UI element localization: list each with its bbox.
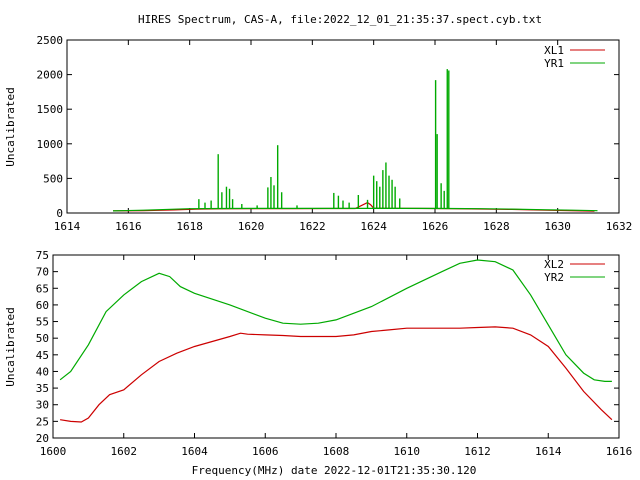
- bottom-y-tick-label: 60: [36, 299, 49, 312]
- bottom-y-tick-label: 40: [36, 365, 49, 378]
- top-y-axis-label: Uncalibrated: [4, 87, 17, 166]
- bottom-y-ticks: 20 25 30 35 40 45 50 55 60 65 70 75: [36, 249, 619, 445]
- bottom-x-ticks: 1600 1602 1604 1606 1608 1610 1612 1614 1616: [40, 255, 633, 458]
- top-plot: HIRES Spectrum, CAS-A, file:2022_12_01_2…: [4, 13, 632, 233]
- legend-label-yr2: YR2: [544, 271, 564, 284]
- bottom-plot-frame: [52, 254, 620, 439]
- top-x-tick-label: 1614: [54, 220, 81, 233]
- top-series-group: [112, 69, 598, 212]
- bottom-x-tick-label: 1600: [40, 445, 67, 458]
- bottom-y-tick-label: 75: [36, 249, 49, 262]
- top-y-tick-label: 2500: [37, 34, 64, 47]
- top-plot-frame: [66, 39, 620, 214]
- legend-label-xl1: XL1: [544, 44, 564, 57]
- series-line-xl2: [60, 326, 613, 423]
- bottom-plot: 1600 1602 1604 1606 1608 1610 1612 1614 1616 202…: [4, 249, 632, 477]
- top-x-tick-label: 1624: [360, 220, 387, 233]
- top-plot-title: HIRES Spectrum, CAS-A, file:2022_12_01_2…: [138, 13, 542, 26]
- bottom-y-tick-label: 55: [36, 316, 49, 329]
- bottom-x-axis-label: Frequency(MHz) date 2022-12-01T21:35:30.…: [192, 464, 477, 477]
- top-x-tick-label: 1622: [299, 220, 326, 233]
- top-legend: XL1 YR1: [544, 44, 605, 70]
- bottom-y-tick-label: 20: [36, 432, 49, 445]
- bottom-x-tick-label: 1602: [111, 445, 138, 458]
- bottom-x-tick-label: 1606: [252, 445, 279, 458]
- top-x-tick-label: 1620: [238, 220, 265, 233]
- bottom-x-tick-label: 1608: [323, 445, 350, 458]
- bottom-x-tick-label: 1604: [181, 445, 208, 458]
- top-y-tick-label: 1000: [37, 138, 64, 151]
- top-y-tick-label: 2000: [37, 69, 64, 82]
- bottom-legend: XL2 YR2: [544, 258, 605, 284]
- legend-label-yr1: YR1: [544, 57, 564, 70]
- bottom-x-tick-label: 1610: [394, 445, 421, 458]
- top-x-tick-label: 1632: [606, 220, 633, 233]
- bottom-y-tick-label: 25: [36, 415, 49, 428]
- legend-label-xl2: XL2: [544, 258, 564, 271]
- top-x-tick-label: 1628: [483, 220, 510, 233]
- top-y-tick-label: 1500: [37, 103, 64, 116]
- bottom-y-axis-label: Uncalibrated: [4, 307, 17, 386]
- bottom-x-tick-label: 1616: [606, 445, 633, 458]
- bottom-y-tick-label: 30: [36, 399, 49, 412]
- bottom-y-tick-label: 45: [36, 349, 49, 362]
- bottom-y-tick-label: 70: [36, 266, 49, 279]
- bottom-x-tick-label: 1614: [535, 445, 562, 458]
- bottom-y-tick-label: 50: [36, 332, 49, 345]
- top-x-tick-label: 1618: [176, 220, 203, 233]
- top-y-tick-label: 0: [56, 207, 63, 220]
- bottom-y-tick-label: 65: [36, 282, 49, 295]
- top-y-tick-label: 500: [43, 172, 63, 185]
- top-x-tick-label: 1626: [422, 220, 449, 233]
- top-x-tick-label: 1630: [544, 220, 571, 233]
- bottom-series-group: [59, 259, 613, 423]
- bottom-x-tick-label: 1612: [464, 445, 491, 458]
- series-line-yr2: [59, 259, 612, 382]
- bottom-y-tick-label: 35: [36, 382, 49, 395]
- top-y-ticks: 0 500 1000 1500 2000 2500: [37, 34, 619, 220]
- top-x-tick-label: 1616: [115, 220, 142, 233]
